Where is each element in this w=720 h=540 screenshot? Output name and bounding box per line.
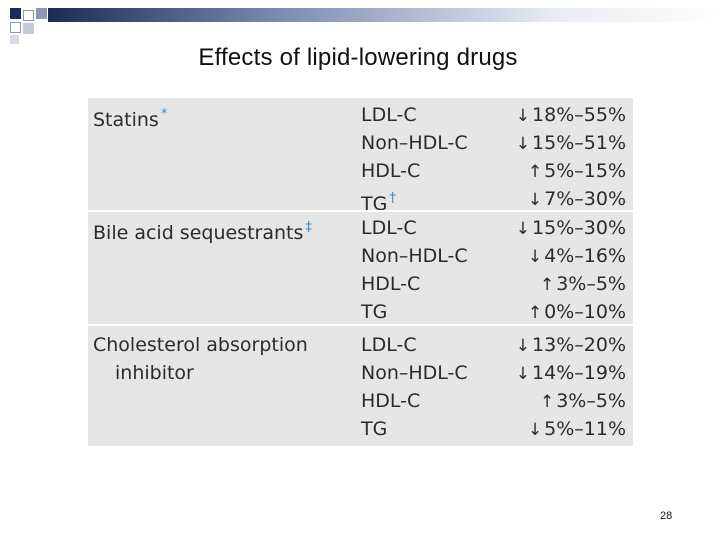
arrow-down-icon: ↓ [515, 219, 531, 239]
lipid-marker: HDL-C [361, 387, 420, 415]
decor-square-dark [10, 8, 21, 19]
arrow-down-icon: ↓ [527, 190, 543, 210]
arrow-down-icon: ↓ [515, 364, 531, 384]
arrow-down-icon: ↓ [515, 336, 531, 356]
group-divider [88, 324, 633, 326]
effect-range: ↓ 4%–16% [528, 242, 626, 271]
effect-range: ↑ 3%–5% [540, 387, 626, 416]
effect-range: ↓ 15%–51% [516, 129, 626, 158]
arrow-up-icon: ↑ [539, 392, 555, 412]
table-row: Non–HDL-C ↓ 14%–19% [88, 359, 633, 387]
effect-range: ↓ 7%–30% [528, 185, 626, 214]
effect-range: ↑ 5%–15% [528, 157, 626, 186]
lipid-marker: Non–HDL-C [361, 129, 468, 157]
lipid-marker: TG [361, 415, 387, 443]
table-row: TG ↓ 5%–11% [88, 415, 633, 443]
effect-range-value: 14%–19% [532, 362, 626, 384]
effect-range: ↓ 14%–19% [516, 359, 626, 388]
effect-range-value: 7%–30% [544, 188, 626, 210]
drug-class-name-line: Statins [93, 109, 159, 131]
lipid-marker-label: HDL-C [361, 273, 421, 295]
arrow-up-icon: ↑ [527, 303, 543, 323]
arrow-up-icon: ↑ [539, 275, 555, 295]
lipid-marker-label: LDL-C [361, 217, 417, 239]
lipid-marker: HDL-C [361, 270, 420, 298]
effect-range: ↑ 3%–5% [540, 270, 626, 299]
lipid-marker: HDL-C [361, 157, 420, 185]
page-number: 28 [660, 510, 673, 522]
effect-range-value: 3%–5% [556, 390, 626, 412]
drug-group: Cholesterol absorption inhibitor LDL-C ↓ 13%… [88, 327, 633, 446]
lipid-marker: Non–HDL-C [361, 242, 468, 270]
effect-range-value: 13%–20% [532, 334, 626, 356]
lipid-marker: Non–HDL-C [361, 359, 468, 387]
table-row: HDL-C ↑ 3%–5% [88, 387, 633, 415]
lipid-marker: LDL-C [361, 331, 417, 359]
table-row: TG † ↓ 7%–30% [88, 185, 633, 215]
effect-range-value: 3%–5% [556, 273, 626, 295]
drug-class-name: Cholesterol absorption inhibitor [93, 331, 308, 387]
effect-range-value: 0%–10% [544, 301, 626, 323]
drug-group: Bile acid sequestrants ‡ LDL-C ↓ 15%–30% Non–… [88, 210, 633, 324]
effect-range: ↑ 0%–10% [528, 298, 626, 327]
drug-class-name-line: Bile acid sequestrants [93, 222, 304, 244]
decor-square-mid [36, 8, 47, 19]
effect-range: ↓ 13%–20% [516, 331, 626, 360]
decor-square-lighter [10, 35, 19, 44]
footnote-mark: † [389, 191, 396, 206]
lipid-marker-label: LDL-C [361, 334, 417, 356]
table-row: Non–HDL-C ↓ 15%–51% [88, 129, 633, 157]
lipid-marker-label: Non–HDL-C [361, 362, 468, 384]
lipid-marker-label: TG [361, 418, 388, 440]
effect-range: ↓ 5%–11% [528, 415, 626, 444]
lipid-marker: TG [361, 298, 387, 326]
effect-range: ↓ 15%–30% [516, 214, 626, 243]
arrow-down-icon: ↓ [515, 106, 531, 126]
footnote-mark: ‡ [305, 220, 312, 235]
lipid-marker-label: TG [361, 193, 388, 215]
effect-range-value: 15%–51% [532, 132, 626, 154]
lipid-marker-label: HDL-C [361, 160, 421, 182]
decor-square-outline [23, 10, 34, 21]
effect-range-value: 5%–15% [544, 160, 626, 182]
table-row: HDL-C ↑ 3%–5% [88, 270, 633, 298]
arrow-down-icon: ↓ [527, 420, 543, 440]
drug-class-name: Bile acid sequestrants ‡ [93, 214, 312, 247]
table-row: LDL-C ↓ 13%–20% [88, 331, 633, 359]
lipid-drug-effects-table: Statins * LDL-C ↓ 18%–55% Non–HDL-C ↓ 15%–51% HD… [88, 98, 633, 446]
table-row: LDL-C ↓ 18%–55% [88, 101, 633, 129]
slide-title-text: Effects of lipid-lowering drugs [198, 44, 518, 71]
effect-range-value: 4%–16% [544, 245, 626, 267]
table-row: Non–HDL-C ↓ 4%–16% [88, 242, 633, 270]
table-row: TG ↑ 0%–10% [88, 298, 633, 326]
lipid-marker: LDL-C [361, 101, 417, 129]
decor-square-outline-2 [10, 22, 21, 33]
drug-class-name-line: inhibitor [115, 362, 194, 384]
decor-square-light [23, 23, 34, 34]
arrow-down-icon: ↓ [527, 247, 543, 267]
effect-range-value: 5%–11% [544, 418, 626, 440]
lipid-marker-label: LDL-C [361, 104, 417, 126]
lipid-marker-label: TG [361, 301, 388, 323]
lipid-marker-label: HDL-C [361, 390, 421, 412]
lipid-marker: LDL-C [361, 214, 417, 242]
effect-range-value: 18%–55% [532, 104, 626, 126]
arrow-up-icon: ↑ [527, 162, 543, 182]
table-row: LDL-C ↓ 15%–30% [88, 214, 633, 242]
table-row: HDL-C ↑ 5%–15% [88, 157, 633, 185]
drug-class-name-line: Cholesterol absorption [93, 334, 308, 356]
footnote-mark: * [160, 107, 168, 122]
arrow-down-icon: ↓ [515, 134, 531, 154]
drug-group: Statins * LDL-C ↓ 18%–55% Non–HDL-C ↓ 15%–51% HD… [88, 98, 633, 215]
title-bar-gradient [48, 8, 720, 22]
lipid-marker-label: Non–HDL-C [361, 132, 468, 154]
slide-title: Effects of lipid-lowering drugs [0, 44, 720, 72]
effect-range-value: 15%–30% [532, 217, 626, 239]
drug-class-name: Statins * [93, 101, 167, 134]
lipid-marker: TG † [361, 185, 396, 218]
effect-range: ↓ 18%–55% [516, 101, 626, 130]
lipid-marker-label: Non–HDL-C [361, 245, 468, 267]
group-divider [88, 210, 633, 212]
